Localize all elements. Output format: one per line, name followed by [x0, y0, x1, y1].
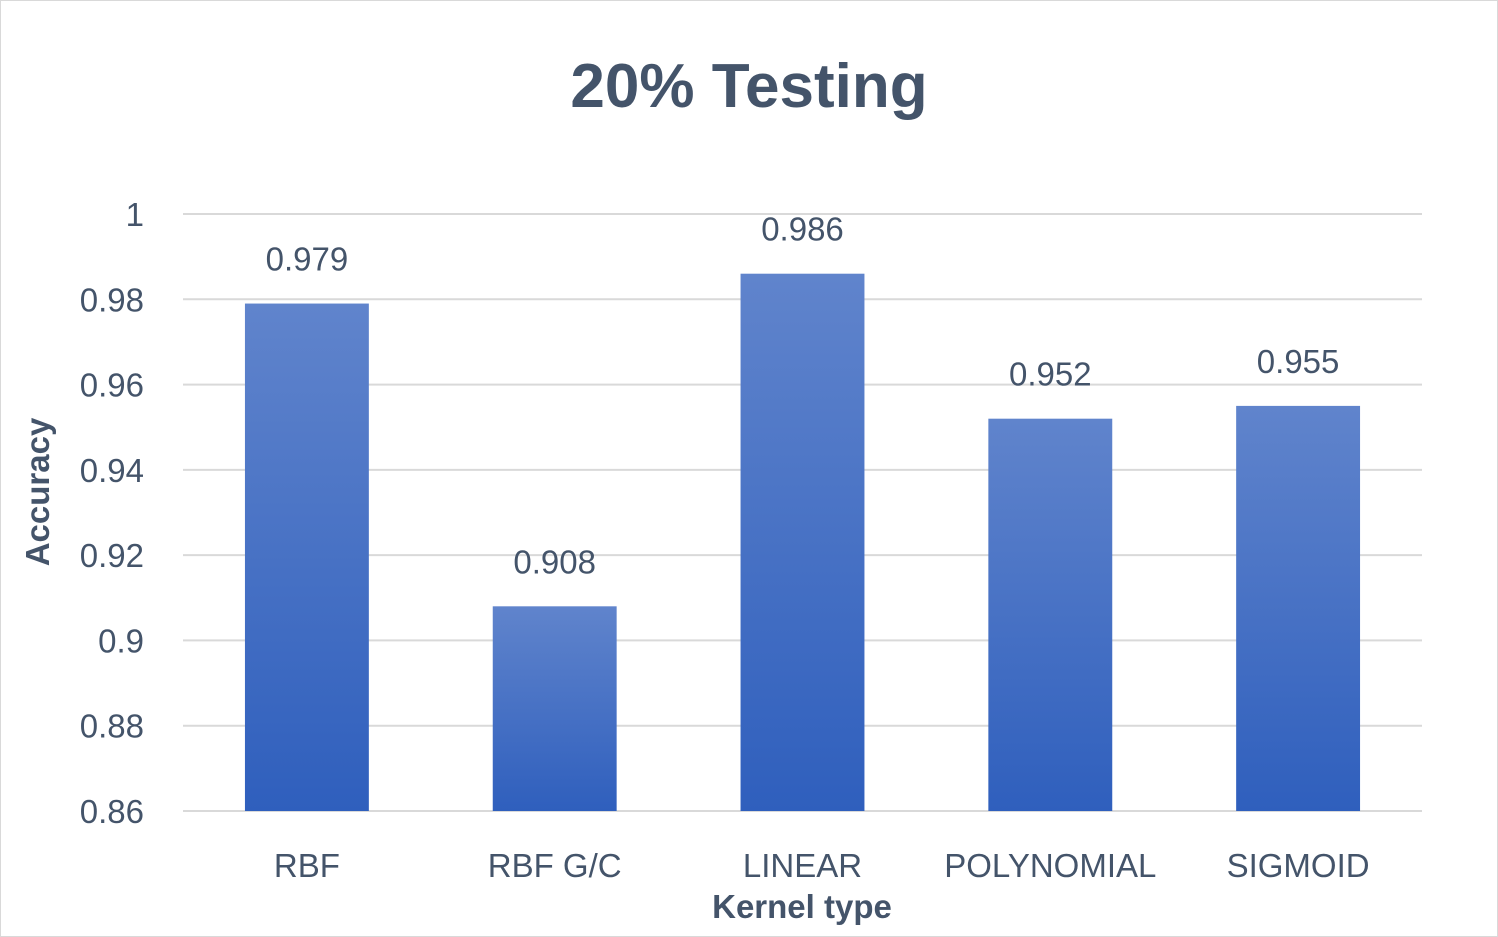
y-tick-label: 0.88 [80, 708, 144, 745]
x-tick-label: RBF G/C [488, 847, 622, 884]
x-axis-title: Kernel type [712, 888, 892, 925]
data-label: 0.908 [513, 543, 596, 580]
chart-title: 20% Testing [570, 52, 927, 121]
bars [244, 273, 1361, 811]
y-axis-ticks: 0.86 0.88 0.9 0.92 0.94 0.96 0.98 1 [80, 196, 144, 830]
x-axis-ticks: RBF RBF G/C LINEAR POLYNOMIAL SIGMOID [274, 847, 1370, 884]
data-label: 0.986 [761, 211, 844, 248]
x-tick-label: LINEAR [743, 847, 862, 884]
x-tick-label: SIGMOID [1227, 847, 1370, 884]
y-tick-label: 0.92 [80, 537, 144, 574]
bar [244, 303, 369, 811]
y-tick-label: 0.98 [80, 281, 144, 318]
y-tick-label: 0.96 [80, 367, 144, 404]
bar [740, 273, 865, 811]
bar [988, 418, 1113, 811]
y-tick-label: 0.94 [80, 452, 144, 489]
data-label: 0.952 [1009, 356, 1092, 393]
data-label: 0.955 [1257, 343, 1340, 380]
y-tick-label: 0.9 [98, 622, 144, 659]
data-label: 0.979 [266, 241, 349, 278]
y-axis-title: Accuracy [19, 417, 56, 566]
y-tick-label: 0.86 [80, 793, 144, 830]
data-labels: 0.979 0.908 0.986 0.952 0.955 [266, 211, 1340, 581]
y-tick-label: 1 [126, 196, 144, 233]
x-tick-label: RBF [274, 847, 340, 884]
bar [1236, 405, 1361, 811]
bar [492, 606, 617, 811]
x-tick-label: POLYNOMIAL [944, 847, 1156, 884]
